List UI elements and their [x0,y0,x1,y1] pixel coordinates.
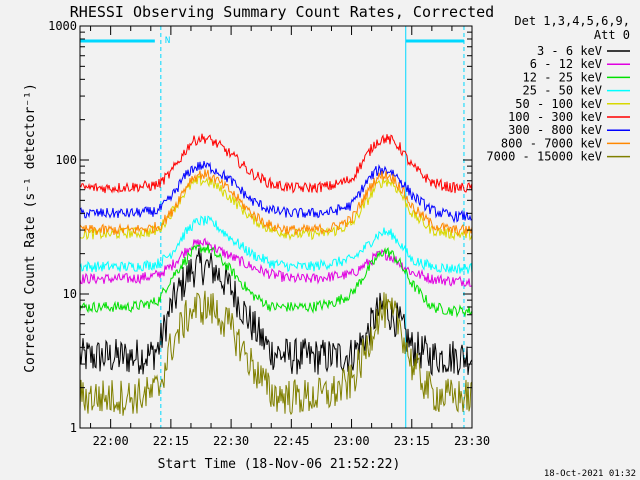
legend-label: 3 - 6 keV [537,44,602,58]
footer-timestamp: 18-Oct-2021 01:32 [544,469,636,479]
series-line-4 [79,215,473,274]
series-line-9 [79,290,473,416]
y-tick-label: 10 [63,287,77,301]
chart-title: RHESSI Observing Summary Count Rates, Co… [70,3,494,21]
legend-label: 25 - 50 keV [523,84,602,98]
legend-header-line-1: Det 1,3,4,5,6,9, [514,14,630,28]
plot-area: N 1 10 100 1000 22:00 22:15 22:30 22:45 23:00 23… [48,19,490,448]
series-line-6 [79,133,473,194]
x-tick-label: 23:15 [394,434,430,448]
legend-label: 6 - 12 keV [530,57,602,71]
x-tick-label: 22:00 [93,434,129,448]
y-tick-label: 1 [70,421,77,435]
y-axis: 1 10 100 1000 [48,19,472,435]
legend-label: 300 - 800 keV [508,123,602,137]
x-axis-label: Start Time (18-Nov-06 21:52:22) [158,457,401,472]
legend-label: 50 - 100 keV [515,97,602,111]
series-line-7 [79,160,473,224]
y-tick-label: 100 [55,153,77,167]
legend-label: 7000 - 15000 keV [486,150,602,164]
x-tick-label: 22:30 [213,434,249,448]
x-tick-label: 23:30 [454,434,490,448]
x-tick-label: 22:45 [273,434,309,448]
series-line-8 [79,169,473,237]
night-label: N [165,36,170,46]
y-tick-label: 1000 [48,19,77,33]
legend-label: 12 - 25 keV [523,70,602,84]
series-line-3 [79,243,473,318]
x-tick-label: 23:00 [333,434,369,448]
legend-label: 800 - 7000 keV [501,136,602,150]
night-markers: N [80,26,465,428]
legend-header-line-2: Att 0 [594,28,630,42]
legend-label: 100 - 300 keV [508,110,602,124]
x-axis: 22:00 22:15 22:30 22:45 23:00 23:15 23:30 [90,26,490,448]
x-tick-label: 22:15 [153,434,189,448]
series-layer [79,133,473,416]
plot-frame [79,25,473,429]
y-axis-label: Corrected Count Rate (s⁻¹ detector⁻¹) [23,83,38,373]
